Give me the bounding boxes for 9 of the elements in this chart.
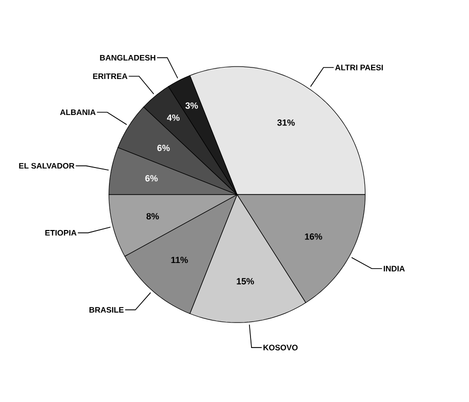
data-label: 3% [185,102,198,109]
data-label: 16% [305,233,322,240]
data-label: 4% [167,114,180,121]
data-label: 6% [157,144,170,152]
data-label: 15% [236,278,254,284]
data-label: 8% [146,213,159,220]
data-label: 6% [145,175,158,182]
data-label: 31% [277,119,295,126]
data-label: 11% [171,256,188,264]
